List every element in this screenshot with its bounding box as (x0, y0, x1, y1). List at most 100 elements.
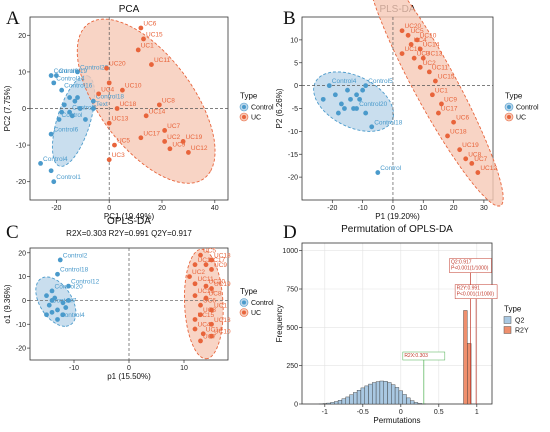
data-point-control (52, 296, 57, 301)
histogram-bar-q2 (353, 393, 357, 405)
chart-title: PCA (119, 4, 140, 15)
point-label: UC13 (426, 51, 443, 58)
panel-letter-d: D (283, 222, 297, 243)
point-label: Control2 (72, 105, 97, 112)
point-label: Control14 (56, 75, 85, 82)
legend-key-uc (242, 115, 246, 119)
data-point-control (67, 95, 72, 100)
histogram-bar-q2 (380, 381, 384, 404)
histogram-bar-q2 (376, 382, 380, 404)
data-point-control (363, 111, 368, 116)
point-label: UC9 (172, 141, 185, 148)
data-point-control (351, 106, 356, 111)
point-label: Control18 (374, 119, 403, 126)
point-label: Control19 (59, 68, 88, 75)
panel-letter-a: A (6, 8, 20, 29)
x-axis-label: Permutations (373, 416, 420, 425)
y-tick-label: -5 (292, 106, 298, 113)
histogram-bar-q2 (350, 395, 354, 404)
legend-title: Type (505, 92, 523, 101)
legend-key-uc (242, 311, 246, 315)
data-point-control (59, 110, 64, 115)
legend-label-control: Control (516, 105, 539, 112)
point-label: UC5 (117, 138, 130, 145)
histogram-bar-q2 (395, 387, 399, 404)
point-label: UC11 (154, 57, 171, 64)
data-point-control (345, 88, 350, 93)
point-label: Control5 (368, 78, 393, 85)
legend-key-control (507, 105, 511, 109)
histogram-bar-q2 (403, 394, 407, 404)
legend-key-r2y (504, 327, 511, 334)
histogram-bar-q2 (391, 385, 395, 404)
data-point-control (66, 298, 71, 303)
point-label: Control20 (55, 283, 84, 290)
y-axis-label: Frequency (275, 305, 284, 343)
y-tick-label: 20 (18, 250, 26, 257)
x-tick-label: -10 (69, 365, 79, 372)
point-label: UC14 (149, 108, 166, 115)
point-label: Control4 (43, 156, 68, 163)
y-tick-label: 0 (294, 83, 298, 90)
point-label: Control16 (64, 83, 93, 90)
reference-line-label: R2X:0.303 (404, 353, 428, 359)
point-label: UC12 (191, 145, 208, 152)
point-label: UC7 (203, 333, 216, 340)
x-tick-label: -0.5 (357, 409, 369, 416)
chart-subtitle: R2X=0.303 R2Y=0.991 Q2Y=0.917 (66, 229, 192, 238)
reference-line-label-part: P<0.001(1/1000) (457, 292, 495, 298)
x-tick-label: 0 (399, 409, 403, 416)
x-tick-label: 20 (158, 205, 166, 212)
data-point-control (333, 92, 338, 97)
x-tick-label: 0 (391, 205, 395, 212)
histogram-bar-q2 (327, 403, 331, 404)
y-tick-label: -20 (16, 346, 26, 353)
legend-label-uc: UC (251, 310, 261, 317)
data-point-control (50, 310, 55, 315)
histogram-bar-q2 (369, 384, 373, 404)
x-tick-label: 1 (475, 409, 479, 416)
x-tick-label: 10 (419, 205, 427, 212)
y-tick-label: 10 (290, 37, 298, 44)
point-label: UC9 (214, 262, 227, 269)
histogram-bar-q2 (334, 402, 338, 404)
legend-label-q2: Q2 (515, 318, 524, 325)
data-point-uc (107, 80, 112, 85)
histogram-bar-q2 (388, 383, 392, 404)
y-tick-label: 1000 (282, 248, 298, 255)
point-label: UC15 (198, 312, 215, 319)
x-axis-label: P1 (19.20%) (375, 212, 420, 221)
data-point-control (44, 293, 49, 298)
data-point-control (83, 117, 88, 122)
point-label: UC2 (192, 269, 205, 276)
point-label: UC1 (141, 42, 154, 49)
point-label: UC18 (120, 101, 137, 108)
data-point-control (55, 308, 60, 313)
data-point-control (70, 113, 75, 118)
x-tick-label: 30 (480, 205, 488, 212)
point-label: Control (380, 165, 402, 172)
y-tick-label: 500 (286, 325, 298, 332)
point-label: UC6 (143, 20, 156, 27)
plsda-plot-panel: -20-100102030-20-15-10-50510PLS-DAP1 (19… (275, 0, 539, 221)
point-label: UC19 (462, 142, 479, 149)
panel-letter-b: B (283, 8, 296, 29)
legend-key-control (242, 301, 246, 305)
y-tick-label: -10 (288, 129, 298, 136)
point-label: UC20 (109, 61, 126, 68)
reference-line-label-part: R2X:0.303 (404, 353, 428, 359)
point-label: UC10 (125, 83, 142, 90)
x-tick-label: -10 (358, 205, 368, 212)
histogram-bar-q2 (346, 397, 350, 404)
pca-plot-panel: -20 0 20 40-20-1001020PCAPC1 (19.49%)PC2 (7… (3, 4, 274, 221)
x-tick-label: -1 (322, 409, 328, 416)
point-label: UC14 (423, 42, 440, 49)
data-point-control (336, 111, 341, 116)
x-tick-label: 0.5 (434, 409, 444, 416)
permutation-plot-panel: -1 -0.5 0 0.5 102505007501000Permutation of … (275, 224, 529, 425)
point-label: Control4 (332, 78, 357, 85)
point-label: UC2 (167, 134, 180, 141)
point-label: UC8 (162, 97, 175, 104)
point-label: UC7 (474, 156, 487, 163)
